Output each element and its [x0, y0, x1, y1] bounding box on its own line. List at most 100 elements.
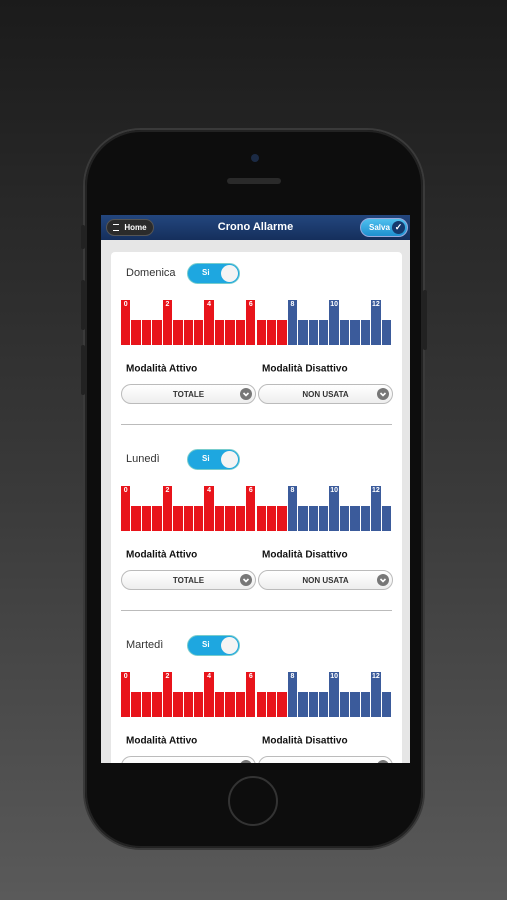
time-slot[interactable]: 10 [329, 486, 340, 531]
time-slot[interactable]: 0 [121, 300, 132, 345]
time-slot[interactable] [360, 320, 372, 345]
hour-label: 6 [248, 673, 253, 680]
mode-label: Modalità Attivo [126, 363, 198, 375]
time-slot[interactable] [339, 320, 351, 345]
time-slot[interactable] [152, 320, 163, 345]
time-slot[interactable] [277, 506, 288, 531]
time-slot[interactable] [339, 506, 351, 531]
home-button[interactable] [228, 776, 278, 826]
time-slot[interactable] [183, 506, 194, 531]
time-slot[interactable]: 2 [162, 672, 174, 717]
time-slot[interactable] [225, 692, 236, 717]
time-slot[interactable]: 4 [204, 300, 215, 345]
time-slot[interactable] [131, 320, 142, 345]
time-slot[interactable] [319, 320, 330, 345]
time-slot[interactable] [193, 506, 205, 531]
time-slot[interactable] [266, 692, 278, 717]
time-slot[interactable] [350, 506, 361, 531]
time-slot[interactable] [225, 506, 236, 531]
time-slot[interactable] [256, 506, 267, 531]
time-slot[interactable] [173, 506, 184, 531]
time-slot[interactable] [131, 506, 142, 531]
time-slot[interactable] [308, 692, 320, 717]
time-slot[interactable] [131, 692, 142, 717]
time-slot[interactable] [350, 320, 361, 345]
dropdown-arrow [377, 760, 389, 763]
time-slot[interactable]: 2 [162, 486, 174, 531]
time-slot[interactable] [319, 506, 330, 531]
time-slot[interactable]: 6 [246, 672, 257, 717]
time-slot[interactable]: 10 [329, 300, 340, 345]
select[interactable]: TOTALE [121, 570, 256, 590]
select[interactable] [258, 756, 393, 763]
time-slot[interactable] [235, 320, 247, 345]
hour-label: 4 [207, 487, 212, 494]
time-slot[interactable] [298, 692, 309, 717]
header-title: Crono Allarme [217, 221, 294, 233]
hour-label: 4 [207, 673, 212, 680]
time-slot[interactable]: 12 [371, 486, 382, 531]
time-slot[interactable] [141, 320, 153, 345]
time-slot[interactable] [214, 506, 226, 531]
time-slot[interactable]: 0 [121, 672, 132, 717]
time-slot[interactable] [277, 320, 288, 345]
time-slot[interactable] [381, 506, 392, 531]
time-slot[interactable]: 8 [287, 672, 299, 717]
time-slot[interactable] [266, 506, 278, 531]
time-slot[interactable] [381, 320, 392, 345]
time-slot[interactable] [256, 692, 267, 717]
select[interactable]: NON USATA [258, 384, 393, 404]
time-slot[interactable] [339, 692, 351, 717]
time-slot[interactable] [360, 506, 372, 531]
time-slot[interactable] [350, 692, 361, 717]
time-slot[interactable] [235, 506, 247, 531]
time-slot[interactable] [298, 506, 309, 531]
select[interactable]: NON USATA [258, 570, 393, 590]
time-slot[interactable]: 12 [371, 672, 382, 717]
hour-label: 10 [330, 301, 339, 308]
time-slot[interactable]: 2 [162, 300, 174, 345]
save-button[interactable]: Salva ✓ [360, 218, 408, 237]
toggle-label: Si [202, 640, 210, 649]
toggle[interactable]: Si [187, 449, 240, 470]
hour-label: 2 [165, 301, 170, 308]
time-slot[interactable] [235, 692, 247, 717]
time-slot[interactable] [173, 320, 184, 345]
time-slot[interactable] [225, 320, 236, 345]
time-slot[interactable] [360, 692, 372, 717]
time-slot[interactable]: 8 [287, 300, 299, 345]
time-slot[interactable]: 0 [121, 486, 132, 531]
time-slot[interactable] [193, 320, 205, 345]
time-slot[interactable]: 8 [287, 486, 299, 531]
dropdown-arrow [377, 574, 389, 586]
time-slot[interactable] [266, 320, 278, 345]
time-slot[interactable] [308, 320, 320, 345]
time-slot[interactable] [319, 692, 330, 717]
time-slot[interactable] [214, 320, 226, 345]
time-slot[interactable]: 6 [246, 486, 257, 531]
time-slot[interactable] [193, 692, 205, 717]
time-slot[interactable]: 4 [204, 486, 215, 531]
time-slot[interactable] [308, 506, 320, 531]
time-slot[interactable]: 4 [204, 672, 215, 717]
time-slot[interactable]: 10 [329, 672, 340, 717]
time-slot[interactable] [183, 320, 194, 345]
select[interactable] [121, 756, 256, 763]
time-slot[interactable] [173, 692, 184, 717]
time-slot[interactable] [277, 692, 288, 717]
home-button[interactable]: Home [106, 219, 154, 236]
time-slot[interactable]: 12 [371, 300, 382, 345]
time-slot[interactable] [141, 506, 153, 531]
time-slot[interactable] [152, 692, 163, 717]
time-slot[interactable] [256, 320, 267, 345]
time-slot[interactable] [152, 506, 163, 531]
select[interactable]: TOTALE [121, 384, 256, 404]
toggle[interactable]: Si [187, 263, 240, 284]
time-slot[interactable] [214, 692, 226, 717]
toggle[interactable]: Si [187, 635, 240, 656]
time-slot[interactable] [183, 692, 194, 717]
time-slot[interactable] [381, 692, 392, 717]
time-slot[interactable]: 6 [246, 300, 257, 345]
time-slot[interactable] [298, 320, 309, 345]
time-slot[interactable] [141, 692, 153, 717]
